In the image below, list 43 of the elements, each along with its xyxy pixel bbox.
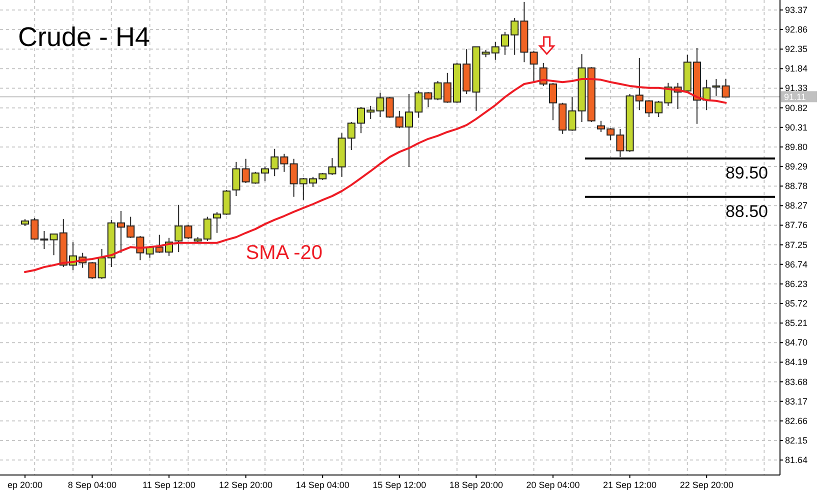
x-tick-label: 22 Sep 20:00: [680, 480, 734, 490]
y-tick-label: 83.17: [785, 396, 808, 406]
y-tick-label: 87.25: [785, 240, 808, 250]
y-tick-label: 91.84: [785, 64, 808, 74]
ref-line-label: 91.11: [784, 92, 806, 102]
y-tick-label: 86.74: [785, 259, 808, 270]
ref-line-label: 88.50: [725, 202, 768, 221]
y-tick-label: 93.37: [785, 4, 808, 15]
candlestick: [722, 78, 730, 98]
candlestick: [530, 50, 538, 83]
y-tick-label: 92.35: [785, 44, 808, 54]
text: Crude - H4: [18, 22, 150, 52]
x-tick-label: 21 Sep 12:00: [603, 480, 657, 490]
y-tick-label: 84.70: [785, 338, 808, 348]
y-tick-label: 82.66: [785, 416, 808, 426]
x-tick-label: ep 20:00: [7, 480, 43, 490]
x-tick-label: 20 Sep 04:00: [526, 480, 580, 490]
x-tick-label: 14 Sep 04:00: [296, 480, 350, 490]
y-tick-label: 90.82: [785, 102, 808, 113]
x-tick-label: 11 Sep 12:00: [142, 480, 196, 490]
y-tick-label: 85.21: [785, 318, 808, 328]
y-tick-label: 90.31: [785, 122, 808, 132]
y-tick-label: 85.72: [785, 298, 808, 308]
candlestick: [712, 78, 720, 96]
series-label: SMA -20: [246, 242, 323, 264]
y-tick-label: 88.78: [785, 181, 808, 192]
y-tick-label: 88.27: [785, 200, 808, 211]
ref-line-label: 89.50: [725, 163, 768, 182]
x-tick-label: 18 Sep 20:00: [449, 480, 503, 490]
y-tick-label: 83.68: [785, 376, 808, 387]
y-tick-label: 87.76: [785, 220, 808, 230]
x-tick-label: 12 Sep 20:00: [219, 480, 273, 490]
y-tick-label: 89.80: [785, 142, 808, 152]
y-tick-label: 84.19: [785, 357, 808, 368]
y-tick-label: 89.29: [785, 162, 808, 172]
y-tick-label: 82.15: [785, 435, 808, 446]
x-tick-label: 8 Sep 04:00: [68, 480, 116, 490]
candlestick: [232, 161, 240, 197]
y-tick-label: 86.23: [785, 278, 808, 289]
y-tick-label: 81.64: [785, 455, 808, 466]
y-tick-label: 92.86: [785, 24, 808, 35]
x-tick-label: 15 Sep 12:00: [372, 480, 426, 490]
y-tick-label: 91.33: [785, 83, 808, 94]
